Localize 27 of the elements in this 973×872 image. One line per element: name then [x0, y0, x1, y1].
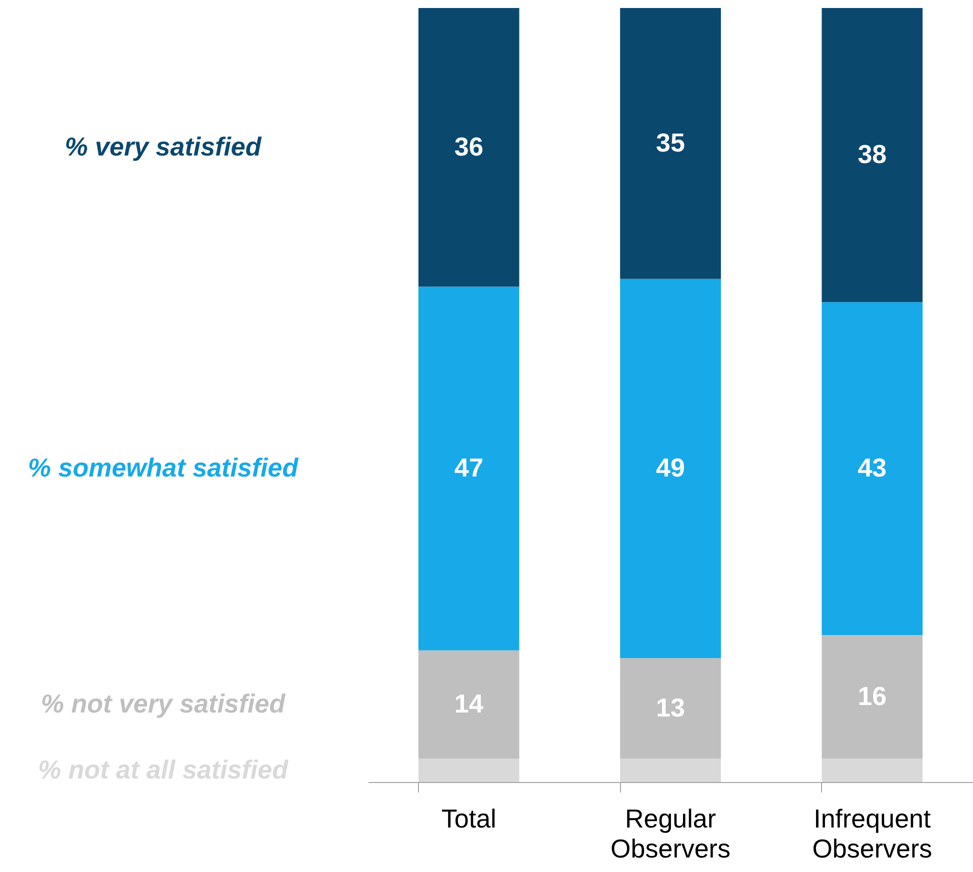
bar: [822, 8, 923, 302]
x-tick-label: Total: [441, 804, 496, 834]
data-label: 43: [858, 452, 887, 483]
bar: [620, 8, 721, 279]
bar: [620, 758, 721, 782]
data-label: 36: [454, 131, 484, 162]
data-label: 47: [454, 452, 484, 483]
bar: [620, 658, 721, 759]
text: % very satisfied: [64, 131, 262, 162]
bar: [418, 286, 520, 650]
data-label: 16: [858, 680, 887, 711]
text: % somewhat satisfied: [28, 452, 300, 483]
text: % not very satisfied: [40, 688, 286, 719]
bar: [418, 758, 520, 782]
data-label: 14: [454, 688, 484, 719]
data-label: 38: [858, 139, 887, 170]
data-label: 13: [656, 692, 685, 722]
bar: [620, 278, 721, 658]
bar: [822, 634, 923, 759]
bar: [822, 758, 923, 782]
data-label: 49: [656, 452, 685, 483]
x-tick-label: Infrequent Observers: [812, 804, 932, 864]
x-tick-label: Regular Observers: [610, 804, 730, 864]
bar: [418, 8, 520, 287]
data-label: 35: [656, 127, 685, 158]
bar: [822, 302, 923, 635]
bar: [418, 650, 520, 759]
